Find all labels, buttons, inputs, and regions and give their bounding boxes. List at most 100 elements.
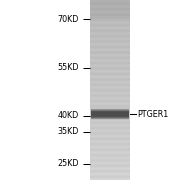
- Bar: [90, 132, 130, 133]
- Bar: [91, 109, 129, 111]
- Bar: [91, 114, 129, 115]
- Bar: [90, 113, 130, 114]
- Bar: [90, 47, 130, 48]
- Bar: [90, 79, 130, 80]
- Bar: [90, 59, 130, 60]
- Bar: [91, 112, 129, 113]
- Bar: [90, 171, 130, 172]
- Bar: [90, 58, 130, 59]
- Bar: [90, 23, 130, 24]
- Bar: [90, 24, 130, 25]
- Bar: [91, 115, 129, 116]
- Bar: [90, 5, 130, 6]
- Bar: [90, 101, 130, 102]
- Bar: [90, 3, 130, 4]
- Bar: [90, 126, 130, 127]
- Bar: [90, 114, 130, 115]
- Bar: [90, 68, 130, 69]
- Bar: [90, 109, 130, 110]
- Bar: [91, 113, 129, 114]
- Bar: [90, 60, 130, 61]
- Bar: [90, 147, 130, 148]
- Bar: [90, 97, 130, 98]
- Bar: [90, 29, 130, 30]
- Bar: [90, 100, 130, 101]
- Bar: [90, 111, 130, 112]
- Bar: [90, 158, 130, 159]
- Bar: [90, 134, 130, 135]
- Bar: [90, 151, 130, 152]
- Bar: [91, 110, 129, 111]
- Bar: [90, 25, 130, 26]
- Bar: [91, 108, 129, 109]
- Bar: [90, 12, 130, 13]
- Bar: [90, 115, 130, 116]
- Bar: [90, 165, 130, 166]
- Bar: [90, 82, 130, 83]
- Bar: [90, 42, 130, 43]
- Bar: [90, 43, 130, 44]
- Bar: [91, 109, 129, 110]
- Bar: [90, 50, 130, 51]
- Bar: [91, 115, 129, 116]
- Bar: [91, 110, 129, 111]
- Bar: [90, 86, 130, 87]
- Bar: [90, 156, 130, 157]
- Bar: [90, 75, 130, 76]
- Bar: [90, 81, 130, 82]
- Bar: [91, 116, 129, 117]
- Bar: [90, 0, 130, 19]
- Bar: [91, 118, 129, 119]
- Bar: [91, 109, 129, 110]
- Bar: [90, 9, 130, 10]
- Bar: [90, 139, 130, 140]
- Bar: [90, 85, 130, 86]
- Bar: [90, 87, 130, 88]
- Bar: [90, 36, 130, 37]
- Bar: [90, 95, 130, 96]
- Bar: [90, 32, 130, 33]
- Bar: [90, 4, 130, 5]
- Bar: [90, 105, 130, 106]
- Bar: [91, 118, 129, 119]
- Bar: [91, 109, 129, 110]
- Bar: [90, 143, 130, 144]
- Bar: [90, 145, 130, 146]
- Bar: [91, 112, 129, 113]
- Text: 55KD: 55KD: [58, 63, 79, 72]
- Bar: [90, 0, 130, 1]
- Bar: [91, 117, 129, 118]
- Bar: [91, 114, 129, 115]
- Bar: [90, 16, 130, 17]
- Bar: [90, 142, 130, 143]
- Bar: [90, 80, 130, 81]
- Bar: [90, 45, 130, 46]
- Bar: [90, 53, 130, 54]
- Bar: [90, 49, 130, 50]
- Bar: [90, 71, 130, 72]
- Bar: [91, 113, 129, 114]
- Bar: [91, 111, 129, 112]
- Bar: [90, 54, 130, 55]
- Bar: [90, 2, 130, 3]
- Bar: [91, 111, 129, 112]
- Bar: [90, 27, 130, 28]
- Bar: [90, 152, 130, 153]
- Bar: [91, 118, 129, 120]
- Bar: [90, 149, 130, 150]
- Bar: [90, 44, 130, 45]
- Text: 25KD: 25KD: [58, 159, 79, 168]
- Bar: [90, 18, 130, 19]
- Bar: [90, 41, 130, 42]
- Bar: [90, 108, 130, 109]
- Bar: [90, 56, 130, 57]
- Bar: [90, 124, 130, 125]
- Bar: [91, 110, 129, 111]
- Bar: [90, 22, 130, 23]
- Bar: [90, 7, 130, 8]
- Text: PTGER1: PTGER1: [137, 110, 168, 119]
- Bar: [91, 117, 129, 118]
- Bar: [90, 154, 130, 155]
- Bar: [90, 38, 130, 39]
- Bar: [90, 33, 130, 34]
